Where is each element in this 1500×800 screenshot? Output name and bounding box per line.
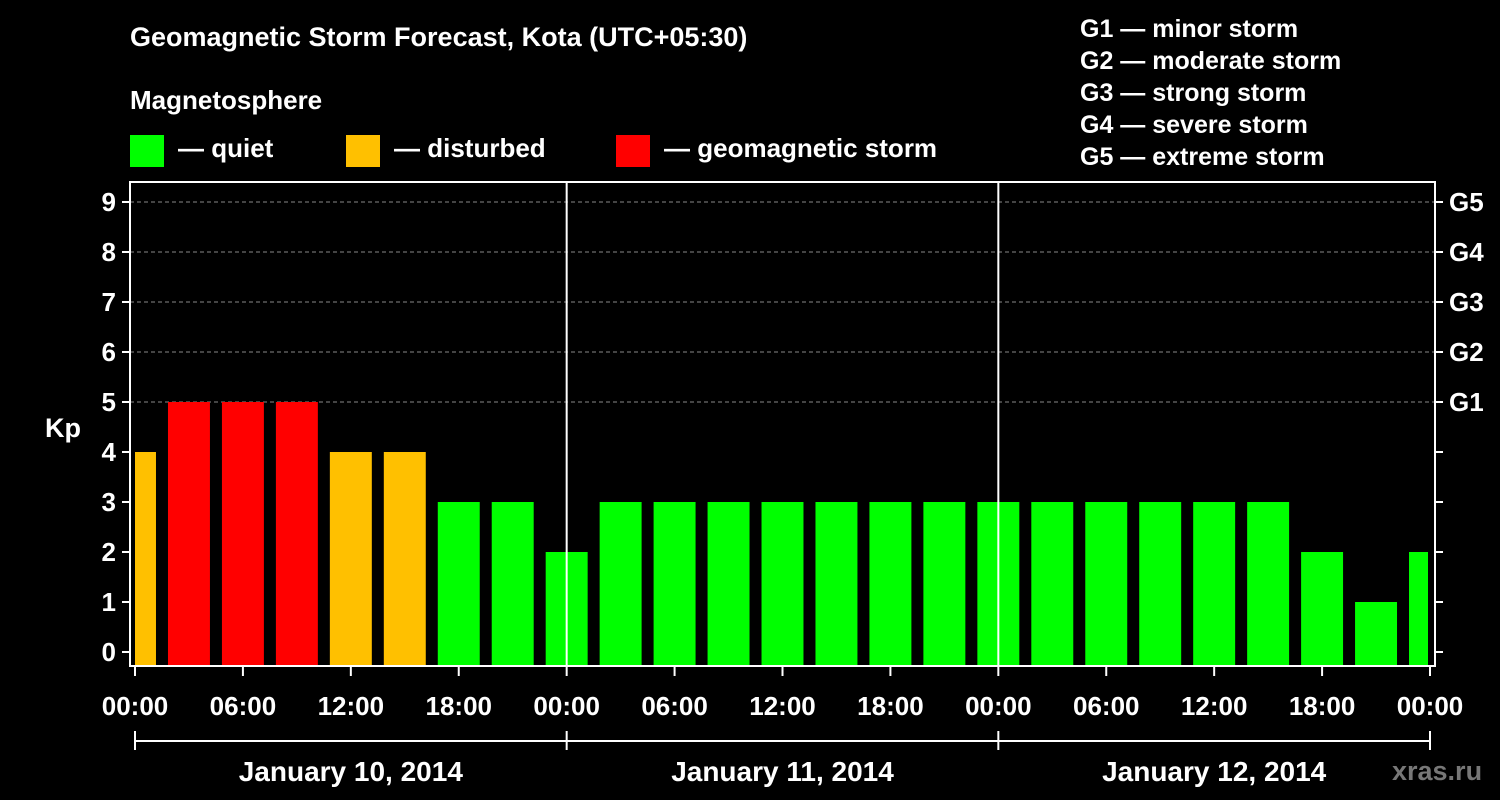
right-tick-label-G4: G4 xyxy=(1449,237,1484,267)
kp-bar-21 xyxy=(1247,502,1290,665)
storm-scale-g5: G5 — extreme storm xyxy=(1080,143,1325,171)
kp-bar-11 xyxy=(707,502,750,665)
x-tick-label-9: 06:00 xyxy=(1073,691,1140,721)
kp-bar-9 xyxy=(599,502,642,665)
kp-bar-5 xyxy=(383,452,426,665)
storm-scale-g4: G4 — severe storm xyxy=(1080,111,1308,139)
kp-bar-15 xyxy=(923,502,966,665)
y-tick-label-9: 9 xyxy=(102,187,116,217)
y-tick-label-8: 8 xyxy=(102,237,116,267)
y-axis-label: Kp xyxy=(45,413,81,443)
watermark: xras.ru xyxy=(1392,756,1483,786)
kp-bar-10 xyxy=(653,502,696,665)
kp-bar-14 xyxy=(869,502,912,665)
y-tick-label-1: 1 xyxy=(102,587,116,617)
x-tick-label-11: 18:00 xyxy=(1289,691,1356,721)
right-tick-label-G3: G3 xyxy=(1449,287,1484,317)
storm-scale-g3: G3 — strong storm xyxy=(1080,79,1307,107)
x-tick-label-3: 18:00 xyxy=(426,691,493,721)
y-tick-label-0: 0 xyxy=(102,637,116,667)
kp-bar-22 xyxy=(1301,552,1344,665)
kp-bar-1 xyxy=(167,402,210,665)
x-tick-label-10: 12:00 xyxy=(1181,691,1248,721)
y-tick-label-6: 6 xyxy=(102,337,116,367)
right-tick-label-G1: G1 xyxy=(1449,387,1484,417)
x-tick-label-8: 00:00 xyxy=(965,691,1032,721)
chart-title: Geomagnetic Storm Forecast, Kota (UTC+05… xyxy=(130,22,748,52)
legend-label-quiet: — quiet xyxy=(178,133,274,163)
kp-bar-6 xyxy=(437,502,480,665)
kp-bar-23 xyxy=(1355,602,1398,665)
kp-bar-24 xyxy=(1409,552,1428,665)
x-tick-label-6: 12:00 xyxy=(749,691,816,721)
legend-swatch-disturbed xyxy=(346,135,380,167)
legend-swatch-quiet xyxy=(130,135,164,167)
x-tick-label-2: 12:00 xyxy=(318,691,385,721)
y-tick-label-4: 4 xyxy=(102,437,117,467)
x-tick-label-7: 18:00 xyxy=(857,691,924,721)
kp-bar-2 xyxy=(221,402,264,665)
x-tick-label-0: 00:00 xyxy=(102,691,169,721)
right-tick-label-G2: G2 xyxy=(1449,337,1484,367)
legend-label-storm: — geomagnetic storm xyxy=(664,133,938,163)
day-label-0: January 10, 2014 xyxy=(239,756,464,787)
y-tick-label-5: 5 xyxy=(102,387,116,417)
kp-bar-4 xyxy=(329,452,372,665)
magnetosphere-label: Magnetosphere xyxy=(130,85,323,115)
storm-scale-g1: G1 — minor storm xyxy=(1080,15,1299,43)
day-label-2: January 12, 2014 xyxy=(1102,756,1327,787)
kp-bar-7 xyxy=(491,502,534,665)
kp-bar-20 xyxy=(1193,502,1236,665)
kp-bar-12 xyxy=(761,502,804,665)
day-label-1: January 11, 2014 xyxy=(671,756,894,787)
kp-bar-13 xyxy=(815,502,858,665)
legend-label-disturbed: — disturbed xyxy=(394,133,546,163)
kp-bar-17 xyxy=(1031,502,1074,665)
kp-bar-0 xyxy=(135,452,156,665)
storm-scale-g2: G2 — moderate storm xyxy=(1080,47,1342,75)
x-tick-label-5: 06:00 xyxy=(641,691,708,721)
kp-bar-19 xyxy=(1139,502,1182,665)
y-tick-label-3: 3 xyxy=(102,487,116,517)
legend-swatch-storm xyxy=(616,135,650,167)
x-tick-label-1: 06:00 xyxy=(210,691,277,721)
y-tick-label-2: 2 xyxy=(102,537,116,567)
kp-bar-3 xyxy=(275,402,318,665)
right-tick-label-G5: G5 xyxy=(1449,187,1484,217)
x-tick-label-4: 00:00 xyxy=(533,691,600,721)
kp-bar-18 xyxy=(1085,502,1128,665)
y-tick-label-7: 7 xyxy=(102,287,116,317)
x-tick-label-12: 00:00 xyxy=(1397,691,1464,721)
